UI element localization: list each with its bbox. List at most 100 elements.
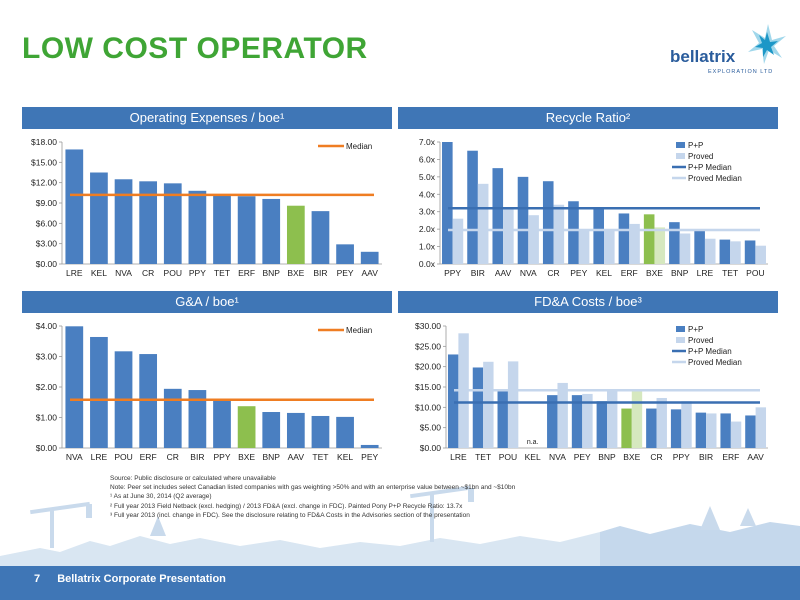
legend-label: P+P Median [688, 347, 732, 356]
x-tick-label: NVA [549, 452, 566, 462]
recycle-chart: 0.0x 1.0x 2.0x 3.0x 4.0x 5.0x 6.0x 7.0x PPY BIR AA… [419, 137, 768, 278]
bar [90, 172, 108, 264]
bar-proved [578, 230, 590, 264]
footnote-2: ² Full year 2013 Field Netback (excl. he… [110, 502, 463, 510]
opex-chart: $0.00 $3.00 $6.00 $9.00 $12.00 $15.00 $18.00 LR… [31, 137, 382, 278]
x-tick-label: ERF [722, 452, 739, 462]
x-tick-label: PEY [337, 268, 354, 278]
x-tick-label: KEL [91, 268, 107, 278]
bar [311, 415, 330, 448]
x-tick-label: BNP [262, 268, 280, 278]
legend-label: Proved Median [688, 174, 742, 183]
bar-pp [492, 168, 504, 264]
logo-wordmark: bellatrix [670, 47, 736, 66]
bar-pp [694, 230, 705, 264]
fda-header: FD&A Costs / boe³ [398, 291, 778, 313]
bar [237, 196, 256, 264]
bar-pp [669, 222, 680, 264]
x-tick-label: BIR [313, 268, 327, 278]
x-tick-label: LRE [697, 268, 714, 278]
y-tick-label: 6.0x [419, 154, 436, 164]
x-tick-label: NVA [115, 268, 132, 278]
footnotes: Source: Public disclosure or calculated … [110, 474, 670, 520]
bar-proved [704, 238, 716, 264]
bar [262, 412, 281, 448]
x-tick-label: TET [214, 268, 230, 278]
y-tick-label: $12.00 [31, 178, 57, 188]
y-tick-label: 2.0x [419, 224, 436, 234]
x-tick-label: AAV [495, 268, 512, 278]
x-tick-label: PEY [574, 452, 591, 462]
bar-pp [442, 142, 453, 264]
x-tick-label: POU [164, 268, 182, 278]
bar-pp [695, 412, 707, 448]
bar-pp [618, 213, 630, 264]
bar [262, 198, 281, 264]
x-tick-label: BNP [262, 452, 280, 462]
x-tick-label: BIR [471, 268, 485, 278]
y-tick-label: $15.00 [415, 382, 441, 392]
y-tick-label: $6.00 [36, 218, 58, 228]
y-tick-label: 1.0x [419, 242, 436, 252]
y-tick-label: $5.00 [420, 423, 442, 433]
y-tick-label: 5.0x [419, 172, 436, 182]
bar-proved [452, 218, 464, 264]
bar [65, 326, 84, 448]
bar-pp [621, 408, 632, 448]
x-tick-label: ERF [621, 268, 638, 278]
y-tick-label: 4.0x [419, 189, 436, 199]
y-tick-label: $20.00 [415, 362, 441, 372]
x-tick-label: PEY [570, 268, 587, 278]
bar-pp [643, 214, 655, 264]
legend-label: P+P [688, 325, 703, 334]
legend-swatch [676, 326, 685, 332]
x-tick-label: BIR [699, 452, 713, 462]
x-tick-label: BXE [287, 268, 304, 278]
y-tick-label: $9.00 [36, 198, 58, 208]
fda-chart: $0.00 $5.00 $10.00 $15.00 $20.00 $25.00 $30.00… [415, 321, 768, 462]
bar-proved [631, 391, 643, 448]
bar-proved [507, 361, 519, 448]
bar [188, 190, 207, 264]
footnote-note: Note: Peer set includes select Canadian … [110, 484, 516, 492]
x-tick-label: KEL [525, 452, 541, 462]
ga-header: G&A / boe¹ [22, 291, 392, 313]
x-tick-label: POU [499, 452, 517, 462]
bar-proved [654, 227, 666, 264]
bar [286, 205, 305, 264]
x-tick-label: NVA [66, 452, 83, 462]
x-tick-label: AAV [361, 268, 378, 278]
legend-label: Proved Median [688, 358, 742, 367]
x-tick-label: KEL [337, 452, 353, 462]
bar-pp [517, 176, 529, 264]
bar-pp [646, 408, 657, 448]
bellatrix-logo: bellatrix EXPLORATION LTD [670, 24, 786, 75]
bar-pp [720, 413, 731, 448]
tree-icon [150, 506, 756, 536]
y-tick-label: $1.00 [36, 413, 58, 423]
opex-header: Operating Expenses / boe¹ [22, 107, 392, 129]
pumpjack-icon [410, 486, 474, 542]
bar [286, 412, 305, 448]
x-tick-label: CR [167, 452, 179, 462]
bar-proved [528, 215, 539, 264]
x-tick-label: ERF [238, 268, 255, 278]
x-tick-label: BNP [598, 452, 616, 462]
x-tick-label: BNP [671, 268, 689, 278]
bar [90, 336, 108, 448]
x-tick-label: PEY [361, 452, 378, 462]
legend-label: P+P Median [688, 163, 732, 172]
bar [213, 194, 231, 264]
bar-pp [744, 240, 756, 264]
bar [360, 444, 379, 448]
x-tick-label: CR [650, 452, 662, 462]
bar [163, 183, 182, 264]
bar [213, 399, 231, 448]
bar-proved [681, 401, 692, 448]
footnote-1: ¹ As at June 30, 2014 (Q2 average) [110, 493, 212, 501]
x-tick-label: TET [312, 452, 328, 462]
bar-proved [679, 233, 691, 264]
bar [188, 390, 207, 448]
legend-median-label: Median [346, 142, 372, 151]
footnote-source: Source: Public disclosure or calculated … [110, 475, 276, 482]
